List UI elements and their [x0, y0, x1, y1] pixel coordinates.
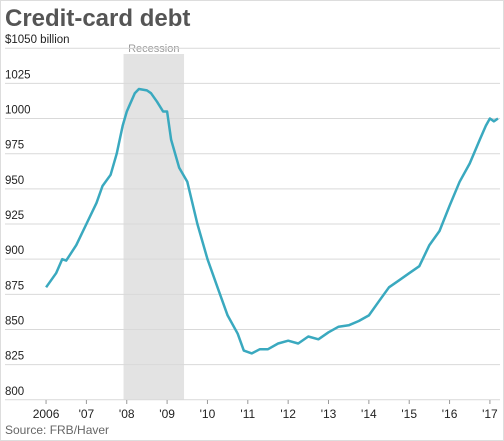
data-line	[45, 87, 499, 355]
y-tick-label: 1025	[5, 69, 31, 81]
chart-title: Credit-card debt	[5, 5, 190, 32]
x-tick-label: 2006	[33, 407, 60, 421]
x-tick-label: '16	[442, 407, 458, 421]
x-tick-label: '14	[361, 407, 377, 421]
y-tick-label: 850	[5, 315, 24, 327]
x-tick-label: '09	[159, 407, 175, 421]
x-tick-label: '15	[401, 407, 417, 421]
y-tick-label: $1050 billion	[5, 34, 70, 46]
x-tick-label: '17	[482, 407, 498, 421]
y-tick-label: 925	[5, 210, 24, 222]
x-tick-label: '11	[240, 407, 255, 421]
x-tick-label: '12	[280, 407, 296, 421]
y-tick-label: 950	[5, 175, 24, 187]
recession-label: Recession	[128, 43, 179, 55]
y-tick-label: 975	[5, 140, 24, 152]
source: Source: FRB/Haver	[5, 423, 109, 437]
y-tick-label: 800	[5, 386, 24, 398]
x-tick-label: '10	[200, 407, 216, 421]
y-tick-label: 825	[5, 351, 24, 363]
x-tick-label: '07	[79, 407, 95, 421]
x-tick-label: '08	[119, 407, 135, 421]
y-tick-label: 875	[5, 280, 24, 292]
y-tick-label: 900	[5, 245, 24, 257]
y-tick-label: 1000	[5, 105, 31, 117]
x-tick-label: '13	[321, 407, 337, 421]
recession-band	[123, 54, 185, 400]
